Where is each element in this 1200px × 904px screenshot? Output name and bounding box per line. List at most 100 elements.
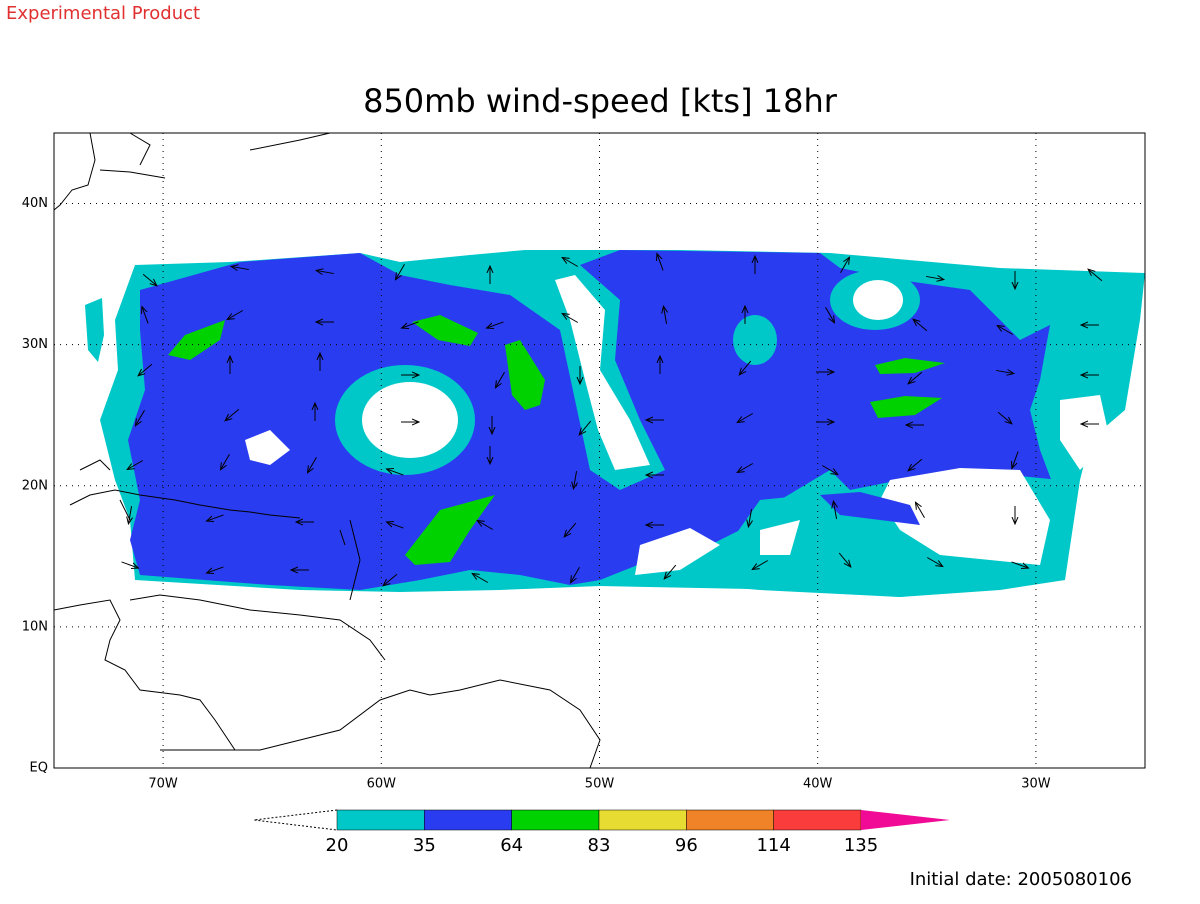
wind-arrow <box>396 263 405 280</box>
field-contour <box>733 315 777 365</box>
wind-arrow <box>227 310 244 320</box>
wind-arrow <box>142 273 157 286</box>
wind-arrow <box>562 314 579 323</box>
wind-arrow <box>487 321 504 328</box>
field-contour <box>412 315 478 346</box>
wind-arrow <box>562 258 579 267</box>
lon-label: 70W <box>148 777 178 792</box>
wind-arrow <box>739 360 752 375</box>
wind-arrow <box>402 321 419 328</box>
map-grid: EQ 10N 20N 30N 40N 70W 60W 50W 40W 30W <box>22 133 1145 792</box>
wind-arrow <box>221 453 230 470</box>
wind-arrow <box>840 257 850 274</box>
wind-arrow <box>573 471 576 489</box>
field-contour <box>362 382 458 458</box>
field-contour <box>555 275 650 470</box>
field-contour <box>870 358 945 418</box>
lon-label: 60W <box>367 777 397 792</box>
wind-arrow <box>564 522 577 537</box>
colorbar-label: 114 <box>756 835 790 856</box>
wind-arrow <box>908 458 923 471</box>
wind-arrow <box>127 460 144 470</box>
wind-arrow <box>308 456 317 473</box>
wind-arrow <box>1011 561 1029 568</box>
wind-arrow <box>825 306 835 323</box>
wind-arrow <box>225 408 240 421</box>
wind-arrow <box>142 307 149 324</box>
colorbar-box <box>336 809 425 831</box>
lat-label: 40N <box>22 196 48 211</box>
field-contour <box>635 468 1050 575</box>
wind-arrow <box>908 371 923 384</box>
colorbar-box <box>424 809 512 831</box>
wind-arrow <box>916 502 925 519</box>
wind-arrow <box>997 326 1014 335</box>
lon-label: 30W <box>1021 777 1051 792</box>
wind-arrow <box>1012 451 1019 469</box>
wind-arrow <box>207 566 224 573</box>
wind-arrow <box>663 306 666 324</box>
wind-arrow <box>231 266 249 269</box>
initial-date: Initial date: 2005080106 <box>910 869 1132 890</box>
wind-arrow <box>664 564 677 579</box>
colorbar-label: 96 <box>675 835 698 856</box>
field-contour <box>820 492 920 525</box>
field-contour <box>168 320 225 360</box>
wind-arrow <box>387 469 404 476</box>
wind-arrow <box>913 319 928 332</box>
wind-arrow <box>136 409 145 426</box>
wind-arrow <box>833 501 836 519</box>
wind-arrow <box>996 370 1014 373</box>
wind-arrow <box>387 522 404 529</box>
wind-arrow <box>748 509 751 527</box>
wind-arrow <box>121 561 139 568</box>
lon-label: 50W <box>585 777 615 792</box>
colorbar-label: 35 <box>413 835 436 856</box>
wind-arrow <box>752 560 769 570</box>
wind-arrow <box>737 463 754 473</box>
colorbar-box <box>686 809 774 831</box>
colorbar-label: 135 <box>844 835 878 856</box>
wind-arrow <box>657 254 664 271</box>
colorbar-low <box>253 809 338 831</box>
field-contour <box>505 340 545 410</box>
lat-label: 10N <box>22 619 48 634</box>
product-label: Experimental Product <box>6 3 200 24</box>
wind-arrow <box>926 557 943 567</box>
wind-arrow <box>571 566 580 583</box>
field-contour <box>853 280 903 320</box>
wind-arrow <box>207 514 224 521</box>
wind-arrow <box>926 276 944 279</box>
lon-label: 40W <box>803 777 833 792</box>
lat-label: 20N <box>22 478 48 493</box>
wind-arrow <box>579 420 592 435</box>
map-frame <box>53 132 1146 769</box>
wind-arrow <box>472 574 489 583</box>
lat-label: 30N <box>22 337 48 352</box>
wind-vectors <box>121 254 1103 586</box>
wind-arrow <box>496 371 505 388</box>
wind-arrow <box>138 363 153 376</box>
colorbar-box <box>598 809 687 831</box>
colorbar-label: 64 <box>500 835 523 856</box>
wind-field <box>85 250 1145 597</box>
wind-arrow <box>477 521 494 530</box>
colorbar-box <box>773 809 862 831</box>
wind-arrow <box>383 573 398 586</box>
lat-label: EQ <box>30 761 48 776</box>
map-title: 850mb wind-speed [kts] 18hr <box>363 82 838 120</box>
field-contour <box>405 495 495 565</box>
wind-arrow <box>997 411 1012 424</box>
colorbar: 20 35 64 83 96 114 135 <box>253 809 950 856</box>
wind-arrow <box>128 506 131 524</box>
wind-arrow <box>838 552 851 567</box>
colorbar-label: 20 <box>326 835 349 856</box>
wind-arrow <box>737 413 754 423</box>
colorbar-high <box>861 810 950 830</box>
colorbar-box <box>511 809 600 831</box>
wind-arrow <box>821 465 838 475</box>
wind-arrow <box>316 270 334 273</box>
field-contour <box>128 250 1055 590</box>
wind-arrow <box>1088 269 1103 282</box>
